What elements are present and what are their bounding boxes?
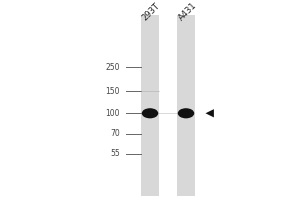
Text: 150: 150	[106, 87, 120, 96]
Text: 293T: 293T	[141, 2, 162, 23]
Text: 250: 250	[106, 63, 120, 72]
Bar	[141, 15, 159, 196]
Text: 55: 55	[110, 149, 120, 158]
Text: 70: 70	[110, 129, 120, 138]
Ellipse shape	[142, 108, 158, 118]
Text: 100: 100	[106, 109, 120, 118]
Bar	[177, 15, 195, 196]
Polygon shape	[206, 109, 214, 117]
Ellipse shape	[178, 108, 194, 118]
Text: A431: A431	[177, 1, 198, 23]
